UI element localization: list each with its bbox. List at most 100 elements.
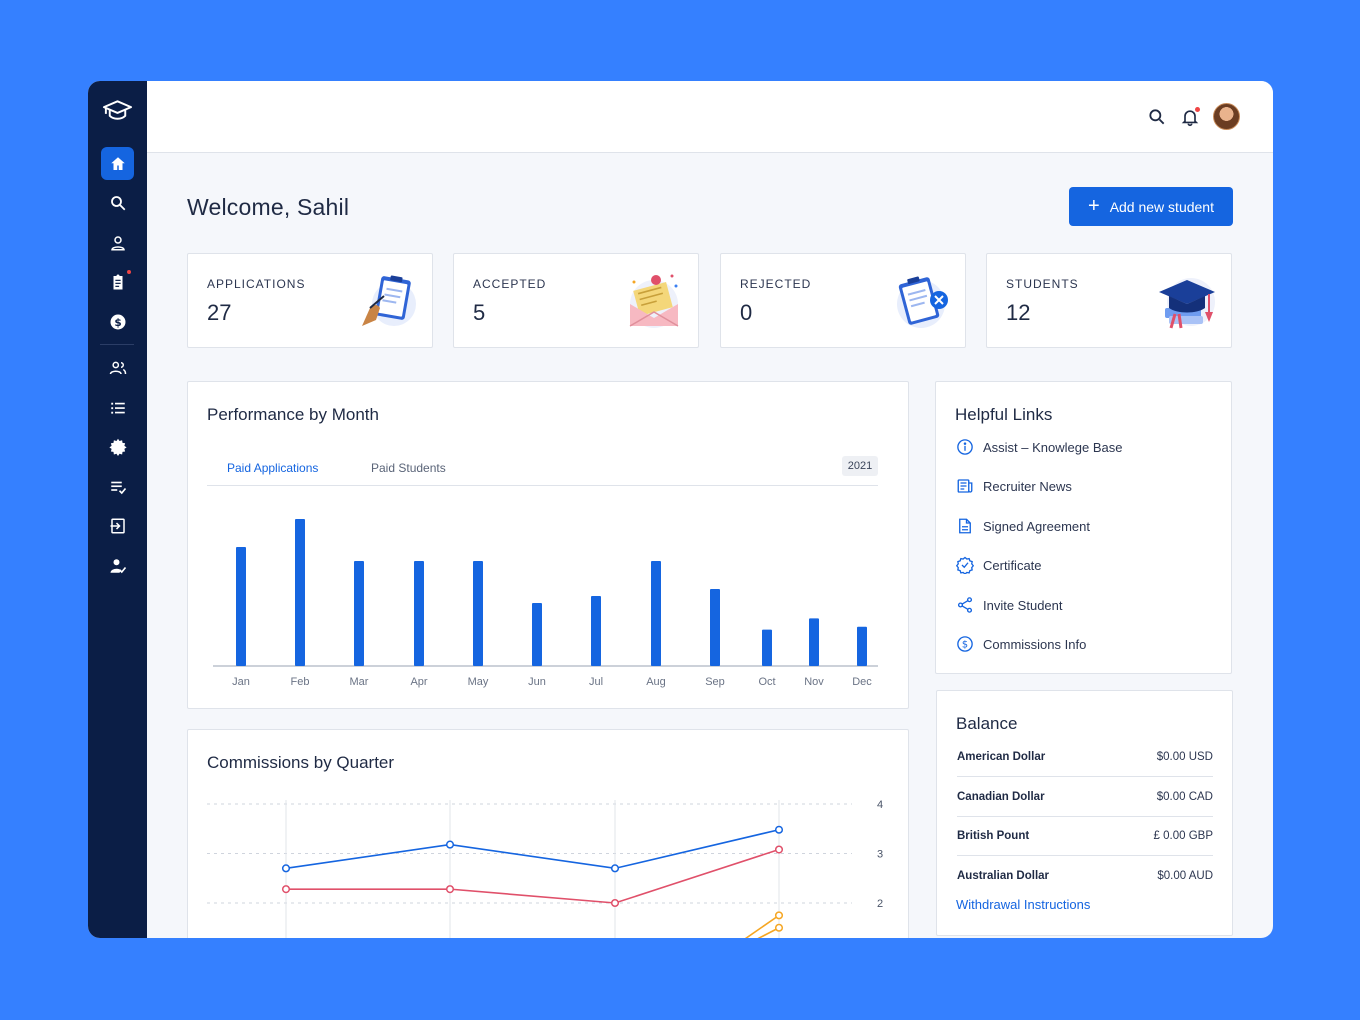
search-icon[interactable]: [1145, 105, 1169, 129]
year-selector[interactable]: 2021: [842, 456, 878, 476]
sidebar-item-home[interactable]: [101, 147, 134, 180]
bar-aug: [651, 561, 661, 666]
top-bar: [147, 81, 1273, 153]
bar-jun: [532, 603, 542, 666]
currency-name: American Dollar: [957, 750, 1046, 763]
bar-feb: [295, 519, 305, 666]
balance-row-aud: Australian Dollar $0.00 AUD: [957, 856, 1213, 896]
login-icon: [110, 518, 125, 533]
series-line-1: [286, 848, 780, 904]
series-line-2: [744, 914, 780, 938]
tab-paid-students[interactable]: Paid Students: [371, 461, 446, 475]
helpful-links-card: Helpful Links Assist – Knowlege Base Rec…: [935, 381, 1232, 674]
stat-card-accepted[interactable]: ACCEPTED 5: [453, 253, 699, 348]
svg-text:$: $: [962, 639, 968, 650]
clipboard-hand-icon: [362, 275, 416, 326]
series-line-3: [757, 927, 780, 938]
stat-card-students[interactable]: STUDENTS 12: [986, 253, 1232, 348]
stat-card-applications[interactable]: APPLICATIONS 27: [187, 253, 433, 348]
app-window: $ Welcome, Sahil +: [88, 81, 1273, 938]
bar-jul: [591, 596, 601, 666]
sidebar-item-list[interactable]: [101, 391, 134, 424]
tab-divider: [207, 485, 878, 486]
data-point: [610, 898, 620, 908]
data-point: [774, 923, 784, 932]
data-point: [281, 885, 291, 894]
y-tick-label: 3: [877, 849, 883, 861]
list-icon: [110, 402, 125, 414]
card-title: Commissions by Quarter: [207, 753, 395, 772]
balance-row-usd: American Dollar $0.00 USD: [957, 737, 1213, 777]
stat-card-rejected[interactable]: REJECTED 0: [720, 253, 966, 348]
link-certificate[interactable]: Certificate: [956, 556, 1042, 574]
stat-value: 12: [1006, 300, 1031, 325]
currency-amount: $0.00 AUD: [1157, 870, 1213, 882]
x-tick-label: Aug: [646, 676, 666, 688]
performance-card: Performance by Month Paid Applications P…: [187, 381, 909, 709]
sidebar-item-verified-user[interactable]: [101, 549, 134, 582]
bar-dec: [857, 626, 867, 666]
tab-paid-applications[interactable]: Paid Applications: [227, 461, 319, 475]
dollar-icon: $: [957, 636, 973, 652]
news-icon: [957, 479, 973, 493]
bar-mar: [354, 561, 364, 666]
notification-dot: [127, 270, 131, 274]
stat-value: 27: [207, 300, 232, 325]
y-tick-label: 4: [877, 799, 883, 811]
bar-sep: [710, 589, 720, 666]
link-label: Commissions Info: [983, 636, 1087, 652]
svg-text:$: $: [114, 316, 121, 328]
add-new-student-label: Add new student: [1109, 198, 1214, 215]
x-tick-label: Apr: [410, 676, 427, 688]
add-new-student-button[interactable]: + Add new student: [1069, 187, 1233, 226]
bar-oct: [762, 629, 772, 666]
link-signed-agreement[interactable]: Signed Agreement: [956, 517, 1090, 535]
avatar[interactable]: [1213, 103, 1240, 130]
stat-value: 0: [740, 300, 753, 325]
sidebar-item-login[interactable]: [101, 509, 134, 542]
sidebar-item-checklist[interactable]: [101, 470, 134, 503]
card-title: Helpful Links: [955, 405, 1053, 424]
sidebar-item-applications[interactable]: [101, 265, 134, 298]
sidebar-item-payments[interactable]: $: [101, 305, 134, 338]
link-invite-student[interactable]: Invite Student: [956, 596, 1063, 614]
link-label: Invite Student: [983, 597, 1063, 613]
stat-label: STUDENTS: [1006, 277, 1079, 291]
link-recruiter-news[interactable]: Recruiter News: [956, 477, 1072, 495]
envelope-certificate-icon: [629, 274, 679, 328]
x-tick-label: Dec: [852, 676, 872, 688]
user-check-icon: [110, 558, 126, 573]
person-icon: [110, 235, 125, 250]
link-label: Signed Agreement: [983, 518, 1090, 534]
bar-may: [473, 561, 483, 666]
info-icon: [957, 439, 973, 455]
sidebar-item-profile[interactable]: [101, 226, 134, 259]
withdrawal-instructions-link[interactable]: Withdrawal Instructions: [956, 897, 1091, 912]
data-point: [774, 845, 784, 854]
x-tick-label: Sep: [705, 676, 725, 688]
currency-name: Australian Dollar: [957, 870, 1050, 882]
bell-icon[interactable]: [1178, 105, 1202, 129]
bar-jan: [236, 547, 246, 666]
commissions-line-chart: 2 3 4: [207, 799, 883, 938]
currency-amount: $0.00 CAD: [1156, 790, 1213, 803]
sidebar-item-settings[interactable]: [101, 430, 134, 463]
bar-nov: [809, 618, 819, 666]
x-tick-label: Jan: [232, 676, 250, 688]
link-label: Certificate: [983, 557, 1042, 573]
x-tick-label: Nov: [804, 676, 824, 688]
bar-apr: [414, 561, 424, 666]
graduation-cap-logo-icon[interactable]: [102, 98, 133, 124]
link-knowledge-base[interactable]: Assist – Knowlege Base: [956, 438, 1122, 456]
sidebar: $: [88, 81, 147, 938]
data-point: [445, 840, 455, 849]
badge-check-icon: [956, 556, 974, 574]
sidebar-item-search[interactable]: [101, 186, 134, 219]
stat-value: 5: [473, 300, 486, 325]
clipboard-rejected-icon: [897, 276, 948, 328]
data-point: [774, 911, 784, 920]
stat-label: REJECTED: [740, 277, 812, 291]
link-commissions-info[interactable]: $ Commissions Info: [956, 635, 1086, 653]
currency-amount: £ 0.00 GBP: [1153, 829, 1213, 842]
sidebar-item-team[interactable]: [101, 351, 134, 384]
